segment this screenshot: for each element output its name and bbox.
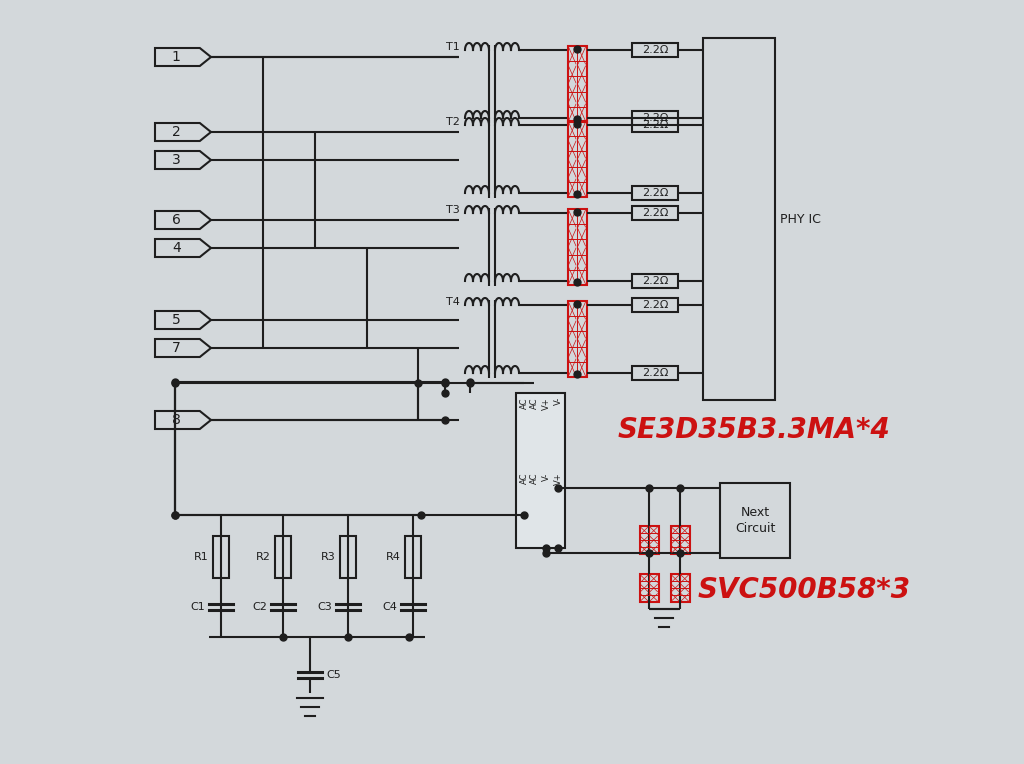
Text: T2: T2	[446, 117, 460, 127]
Text: T1: T1	[446, 42, 460, 52]
Text: C5: C5	[326, 670, 341, 680]
Text: 2.2Ω: 2.2Ω	[642, 300, 669, 310]
Text: 2.2Ω: 2.2Ω	[642, 276, 669, 286]
Text: 5: 5	[172, 313, 180, 327]
Text: PHY IC: PHY IC	[780, 212, 821, 225]
Text: 2.2Ω: 2.2Ω	[642, 113, 669, 123]
Text: 2.2Ω: 2.2Ω	[642, 368, 669, 378]
Text: 2.2Ω: 2.2Ω	[642, 208, 669, 218]
Text: V+: V+	[554, 472, 562, 485]
Text: 2.2Ω: 2.2Ω	[642, 120, 669, 130]
Text: 6: 6	[172, 213, 180, 227]
Text: V-: V-	[554, 397, 562, 405]
Text: V+: V+	[542, 397, 551, 410]
Text: R1: R1	[195, 552, 209, 562]
Text: SE3D35B3.3MA*4: SE3D35B3.3MA*4	[618, 416, 891, 444]
Text: SVC500B58*3: SVC500B58*3	[698, 576, 911, 604]
FancyBboxPatch shape	[516, 393, 565, 548]
Text: 3: 3	[172, 153, 180, 167]
Text: AC: AC	[529, 472, 539, 484]
Text: C3: C3	[317, 602, 332, 612]
Text: R3: R3	[322, 552, 336, 562]
Text: R4: R4	[386, 552, 401, 562]
Text: C4: C4	[382, 602, 397, 612]
Text: 7: 7	[172, 341, 180, 355]
Text: AC: AC	[519, 397, 528, 409]
Text: C2: C2	[252, 602, 267, 612]
Text: 2.2Ω: 2.2Ω	[642, 45, 669, 55]
Text: AC: AC	[529, 397, 539, 409]
Text: T3: T3	[446, 205, 460, 215]
Text: 1: 1	[172, 50, 180, 64]
Text: 2.2Ω: 2.2Ω	[642, 188, 669, 198]
Text: R2: R2	[256, 552, 271, 562]
Text: 4: 4	[172, 241, 180, 255]
Text: 8: 8	[172, 413, 180, 427]
Text: T4: T4	[446, 297, 460, 307]
Text: 2: 2	[172, 125, 180, 139]
Text: Next
Circuit: Next Circuit	[735, 507, 775, 535]
Text: AC: AC	[519, 472, 528, 484]
Text: C1: C1	[190, 602, 205, 612]
Text: V-: V-	[542, 472, 551, 481]
